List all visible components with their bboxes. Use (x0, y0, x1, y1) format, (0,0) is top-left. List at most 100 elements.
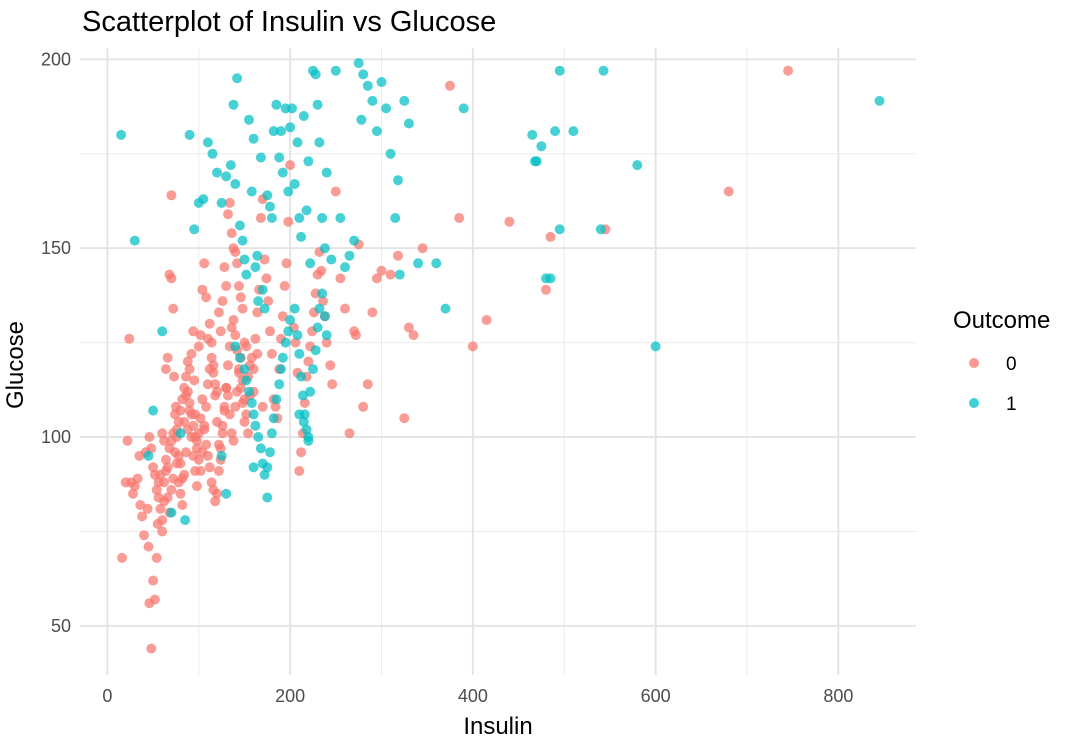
point-outcome-0 (219, 262, 230, 273)
point-outcome-0 (139, 530, 149, 541)
point-outcome-1 (319, 243, 330, 254)
point-outcome-0 (255, 213, 266, 223)
legend-title: Outcome (953, 307, 1050, 334)
point-outcome-1 (340, 262, 350, 273)
point-outcome-1 (536, 141, 547, 152)
point-outcome-1 (259, 303, 270, 314)
point-outcome-1 (283, 326, 294, 337)
point-outcome-0 (237, 303, 248, 314)
point-outcome-1 (554, 65, 565, 76)
point-outcome-0 (303, 356, 314, 367)
point-outcome-1 (234, 220, 245, 231)
point-outcome-0 (157, 428, 168, 439)
point-outcome-1 (157, 326, 168, 337)
point-outcome-0 (186, 348, 197, 359)
point-outcome-0 (117, 552, 127, 563)
point-outcome-1 (376, 77, 387, 87)
point-outcome-1 (314, 303, 325, 314)
point-outcome-0 (195, 413, 206, 424)
point-outcome-0 (385, 269, 396, 280)
point-outcome-0 (151, 552, 162, 563)
point-outcome-1 (271, 394, 282, 405)
point-outcome-0 (290, 337, 301, 348)
point-outcome-0 (137, 511, 148, 522)
point-outcome-0 (318, 296, 328, 307)
point-outcome-1 (198, 194, 209, 205)
point-outcome-1 (202, 137, 213, 148)
point-outcome-1 (228, 99, 239, 110)
point-outcome-1 (356, 114, 367, 125)
point-outcome-1 (250, 262, 261, 273)
point-outcome-0 (263, 296, 274, 307)
point-outcome-0 (340, 303, 350, 314)
point-outcome-0 (162, 352, 173, 363)
point-outcome-1 (305, 386, 316, 397)
point-outcome-1 (385, 148, 396, 159)
point-outcome-0 (226, 228, 237, 239)
point-outcome-1 (393, 175, 403, 186)
point-outcome-1 (335, 213, 346, 223)
point-outcome-1 (230, 341, 241, 352)
point-outcome-0 (230, 247, 241, 257)
point-outcome-1 (321, 167, 332, 178)
point-outcome-0 (296, 447, 307, 458)
point-outcome-0 (132, 473, 143, 484)
point-outcome-0 (166, 190, 177, 201)
point-outcome-0 (481, 315, 492, 325)
point-outcome-0 (124, 333, 135, 344)
point-outcome-1 (252, 250, 263, 261)
point-outcome-1 (595, 224, 606, 235)
point-outcome-1 (458, 103, 469, 114)
point-outcome-0 (168, 303, 179, 314)
point-outcome-0 (219, 405, 230, 416)
point-outcome-1 (289, 303, 300, 314)
point-outcome-1 (394, 269, 405, 280)
point-outcome-0 (371, 273, 382, 284)
point-outcome-0 (197, 447, 208, 458)
point-outcome-1 (344, 250, 355, 261)
point-outcome-1 (143, 450, 154, 461)
point-outcome-1 (285, 122, 296, 133)
point-outcome-1 (308, 364, 318, 375)
point-outcome-0 (234, 281, 244, 291)
point-outcome-0 (228, 315, 239, 325)
point-outcome-1 (246, 186, 257, 197)
point-outcome-0 (243, 428, 254, 439)
point-outcome-0 (367, 307, 378, 318)
point-outcome-0 (169, 371, 180, 382)
point-outcome-0 (454, 213, 465, 223)
point-outcome-1 (310, 69, 321, 80)
point-outcome-0 (201, 439, 212, 450)
point-outcome-1 (212, 167, 222, 178)
point-outcome-1 (294, 348, 305, 359)
point-outcome-0 (197, 394, 208, 405)
point-outcome-0 (201, 401, 212, 412)
point-outcome-0 (204, 462, 215, 473)
point-outcome-0 (321, 337, 332, 348)
point-outcome-0 (184, 364, 195, 375)
point-outcome-1 (292, 330, 303, 341)
point-outcome-1 (312, 99, 323, 110)
point-outcome-0 (467, 341, 478, 352)
point-outcome-1 (296, 371, 307, 382)
point-outcome-1 (277, 167, 288, 178)
point-outcome-0 (210, 379, 221, 390)
point-outcome-1 (550, 126, 561, 137)
point-outcome-0 (170, 447, 180, 458)
point-outcome-0 (210, 496, 221, 507)
point-outcome-0 (504, 216, 515, 227)
point-outcome-0 (265, 326, 275, 337)
point-outcome-1 (277, 352, 288, 363)
point-outcome-1 (440, 303, 451, 314)
point-outcome-0 (210, 390, 221, 401)
point-outcome-1 (326, 254, 337, 265)
point-outcome-1 (248, 462, 259, 473)
x-tick-label: 200 (275, 686, 305, 706)
point-outcome-0 (160, 454, 171, 465)
point-outcome-1 (531, 156, 542, 167)
point-outcome-1 (294, 409, 305, 420)
point-outcome-0 (226, 322, 237, 333)
legend-label-0: 0 (1006, 354, 1017, 375)
point-outcome-0 (175, 405, 186, 416)
